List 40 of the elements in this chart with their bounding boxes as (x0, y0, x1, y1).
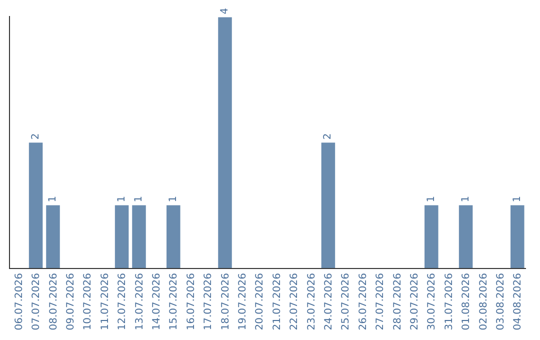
x-tick-label: 07.07.2026 (31, 273, 42, 330)
x-tick-label: 23.07.2026 (306, 273, 318, 330)
x-tick-label: 19.07.2026 (237, 273, 248, 330)
x-tick-label: 21.07.2026 (272, 273, 283, 330)
x-tick-label: 18.07.2026 (220, 273, 232, 330)
x-tick-label: 26.07.2026 (358, 273, 369, 330)
x-tick-label: 02.08.2026 (478, 273, 490, 330)
x-tick-label: 10.07.2026 (82, 273, 94, 330)
x-tick-label: 16.07.2026 (186, 273, 197, 330)
x-tick-label: 03.08.2026 (495, 273, 506, 330)
x-tick-label: 24.07.2026 (323, 273, 334, 330)
x-tick-label: 04.08.2026 (512, 273, 524, 330)
x-tick-label: 06.07.2026 (14, 273, 25, 330)
x-tick-label: 15.07.2026 (168, 273, 180, 330)
data-label: 1 (426, 196, 437, 202)
data-label: 1 (168, 196, 179, 202)
x-tick-label: 22.07.2026 (289, 273, 300, 330)
data-label: 2 (322, 133, 334, 140)
x-tick-label: 11.07.2026 (100, 273, 111, 330)
data-label: 1 (116, 196, 128, 202)
x-tick-label: 25.07.2026 (340, 273, 352, 330)
x-tick-label: 28.07.2026 (392, 273, 404, 330)
x-tick-label: 09.07.2026 (65, 273, 76, 330)
data-label: 1 (460, 196, 472, 202)
x-tick-label: 31.07.2026 (444, 273, 455, 330)
x-tick-label: 08.07.2026 (48, 273, 60, 330)
data-label: 2 (30, 133, 42, 140)
x-tick-label: 12.07.2026 (117, 273, 128, 330)
x-tick-label: 27.07.2026 (375, 273, 386, 330)
x-tick-label: 20.07.2026 (254, 273, 266, 330)
data-label: 1 (512, 196, 523, 202)
x-tick-label: 29.07.2026 (409, 273, 420, 330)
x-tick-label: 14.07.2026 (151, 273, 162, 330)
data-label: 1 (48, 196, 58, 202)
data-label: 1 (134, 196, 144, 202)
x-tick-label: 17.07.2026 (203, 273, 214, 330)
data-label: 4 (220, 8, 230, 14)
x-tick-label: 13.07.2026 (134, 273, 146, 330)
x-tick-label: 01.08.2026 (461, 273, 472, 330)
x-tick-label: 30.07.2026 (426, 273, 438, 330)
